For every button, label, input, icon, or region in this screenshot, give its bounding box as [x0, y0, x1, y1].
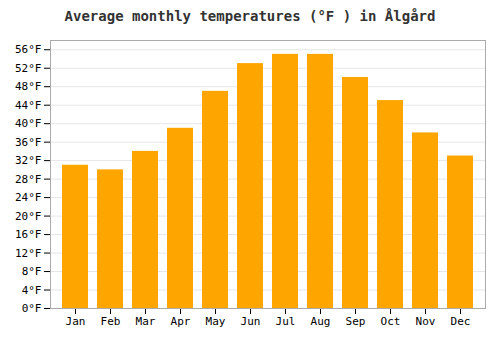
svg-text:4°F: 4°F [22, 284, 42, 297]
svg-text:May: May [206, 315, 226, 328]
svg-text:12°F: 12°F [15, 247, 42, 260]
svg-text:44°F: 44°F [15, 99, 42, 112]
svg-text:Sep: Sep [346, 315, 366, 328]
svg-text:Apr: Apr [171, 315, 191, 328]
svg-text:Jan: Jan [66, 315, 86, 328]
svg-text:40°F: 40°F [15, 117, 42, 130]
svg-text:52°F: 52°F [15, 62, 42, 75]
svg-text:24°F: 24°F [15, 191, 42, 204]
svg-text:20°F: 20°F [15, 210, 42, 223]
svg-text:32°F: 32°F [15, 154, 42, 167]
svg-text:36°F: 36°F [15, 136, 42, 149]
svg-text:8°F: 8°F [22, 265, 42, 278]
svg-text:28°F: 28°F [15, 173, 42, 186]
svg-text:Feb: Feb [101, 315, 121, 328]
svg-text:Mar: Mar [136, 315, 156, 328]
svg-text:56°F: 56°F [15, 43, 42, 56]
svg-text:Oct: Oct [381, 315, 401, 328]
svg-text:Jun: Jun [241, 315, 261, 328]
svg-text:16°F: 16°F [15, 228, 42, 241]
svg-text:48°F: 48°F [15, 80, 42, 93]
svg-text:0°F: 0°F [22, 302, 42, 315]
svg-text:Jul: Jul [276, 315, 296, 328]
html-text:Average monthly temperatures (: Average monthly temperatures (°F ) in Ål… [64, 8, 436, 24]
svg-text:Nov: Nov [416, 315, 436, 328]
svg-text:Aug: Aug [311, 315, 331, 328]
svg-text:Dec: Dec [451, 315, 471, 328]
